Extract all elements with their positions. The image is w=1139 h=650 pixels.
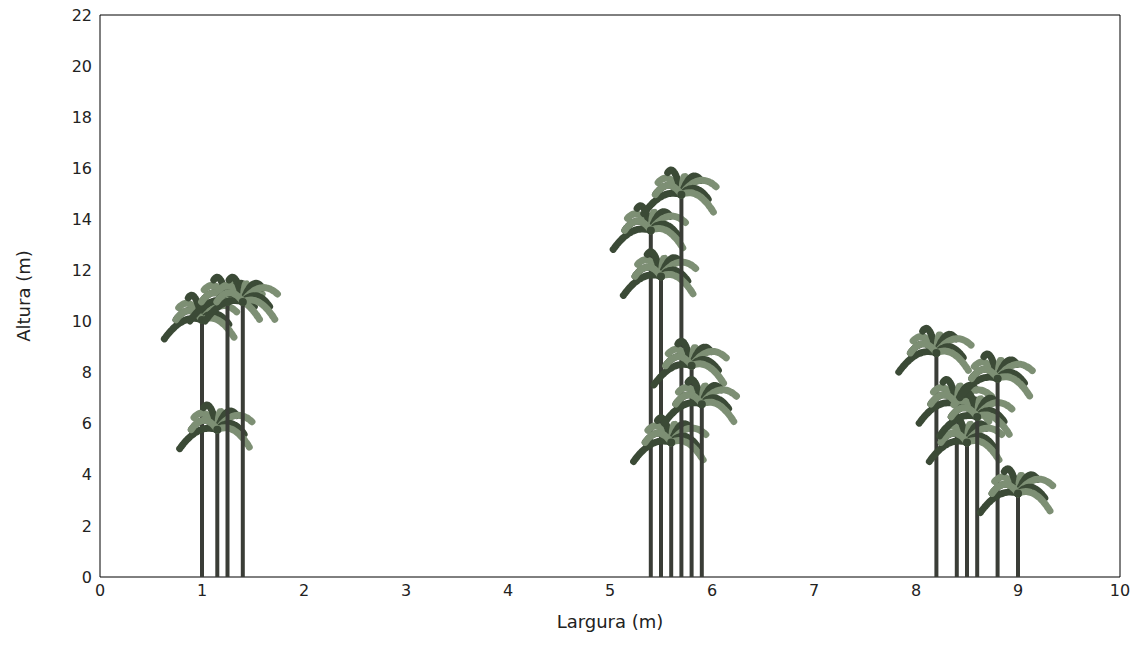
svg-text:Altura (m): Altura (m) [13,250,34,342]
svg-text:5: 5 [605,581,615,600]
svg-text:16: 16 [72,159,92,178]
svg-text:7: 7 [809,581,819,600]
svg-text:6: 6 [707,581,717,600]
svg-text:1: 1 [197,581,207,600]
svg-text:10: 10 [1110,581,1130,600]
svg-text:18: 18 [72,108,92,127]
svg-text:14: 14 [72,210,92,229]
svg-text:2: 2 [82,517,92,536]
svg-text:8: 8 [911,581,921,600]
svg-text:Largura (m): Largura (m) [557,611,664,632]
svg-text:3: 3 [401,581,411,600]
svg-text:4: 4 [503,581,513,600]
svg-text:12: 12 [72,261,92,280]
svg-text:2: 2 [299,581,309,600]
svg-text:0: 0 [82,568,92,587]
svg-text:10: 10 [72,312,92,331]
svg-text:6: 6 [82,414,92,433]
svg-text:22: 22 [72,6,92,25]
svg-text:0: 0 [95,581,105,600]
svg-text:4: 4 [82,465,92,484]
svg-text:20: 20 [72,57,92,76]
svg-text:8: 8 [82,363,92,382]
svg-text:9: 9 [1013,581,1023,600]
